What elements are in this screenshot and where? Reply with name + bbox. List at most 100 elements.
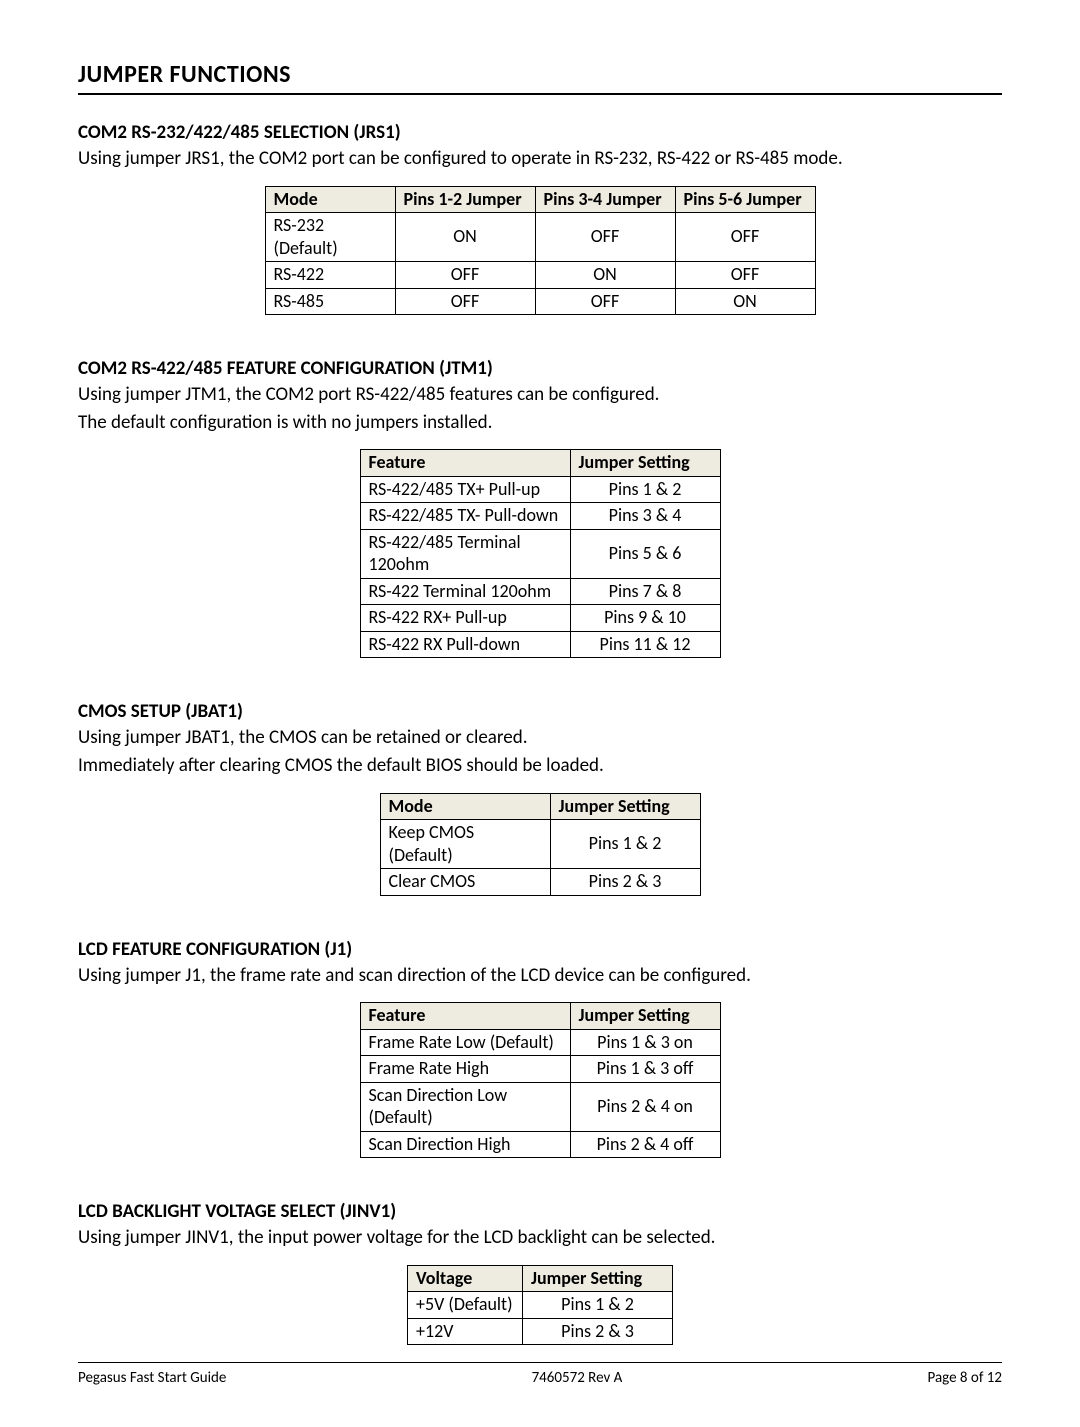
col-header: Pins 3-4 Jumper <box>535 186 675 213</box>
cell: RS-485 <box>265 288 395 315</box>
cell: RS-422 Terminal 120ohm <box>360 578 570 605</box>
footer-left: Pegasus Fast Start Guide <box>78 1369 226 1387</box>
cell: Pins 1 & 2 <box>570 476 720 503</box>
col-header: Voltage <box>408 1265 523 1292</box>
cell: Pins 1 & 3 on <box>570 1029 720 1056</box>
cell: RS-422/485 TX- Pull-down <box>360 503 570 530</box>
section-jinv1: LCD BACKLIGHT VOLTAGE SELECT (JINV1) Usi… <box>78 1200 1002 1345</box>
cell: OFF <box>675 262 815 289</box>
footer-right: Page 8 of 12 <box>928 1369 1002 1387</box>
table-header-row: Feature Jumper Setting <box>360 1003 720 1030</box>
page-footer: Pegasus Fast Start Guide 7460572 Rev A P… <box>78 1362 1002 1387</box>
cell: Scan Direction Low (Default) <box>360 1082 570 1131</box>
table-row: Clear CMOSPins 2 & 3 <box>380 869 700 896</box>
cell: RS-422/485 Terminal 120ohm <box>360 529 570 578</box>
page: JUMPER FUNCTIONS COM2 RS-232/422/485 SEL… <box>0 0 1080 1427</box>
col-header: Jumper Setting <box>523 1265 673 1292</box>
section-body: Immediately after clearing CMOS the defa… <box>78 753 1002 779</box>
cell: OFF <box>535 288 675 315</box>
table-header-row: Mode Pins 1-2 Jumper Pins 3-4 Jumper Pin… <box>265 186 815 213</box>
table-row: Scan Direction Low (Default)Pins 2 & 4 o… <box>360 1082 720 1131</box>
cell: Pins 2 & 3 <box>523 1318 673 1345</box>
table-header-row: Mode Jumper Setting <box>380 793 700 820</box>
table-row: RS-422/485 Terminal 120ohmPins 5 & 6 <box>360 529 720 578</box>
table-row: RS-485 OFF OFF ON <box>265 288 815 315</box>
col-header: Feature <box>360 1003 570 1030</box>
section-body: Using jumper J1, the frame rate and scan… <box>78 963 1002 989</box>
section-body: The default configuration is with no jum… <box>78 410 1002 436</box>
table-row: RS-422 Terminal 120ohmPins 7 & 8 <box>360 578 720 605</box>
cell: Pins 1 & 3 off <box>570 1056 720 1083</box>
footer-center: 7460572 Rev A <box>532 1369 623 1387</box>
col-header: Jumper Setting <box>570 450 720 477</box>
table-jrs1: Mode Pins 1-2 Jumper Pins 3-4 Jumper Pin… <box>265 186 816 316</box>
col-header: Mode <box>265 186 395 213</box>
section-j1: LCD FEATURE CONFIGURATION (J1) Using jum… <box>78 938 1002 1159</box>
section-body: Using jumper JBAT1, the CMOS can be reta… <box>78 725 1002 751</box>
cell: RS-232 (Default) <box>265 213 395 262</box>
table-header-row: Feature Jumper Setting <box>360 450 720 477</box>
section-title: CMOS SETUP (JBAT1) <box>78 700 1002 723</box>
section-jtm1: COM2 RS-422/485 FEATURE CONFIGURATION (J… <box>78 357 1002 658</box>
table-header-row: Voltage Jumper Setting <box>408 1265 673 1292</box>
table-row: RS-232 (Default) ON OFF OFF <box>265 213 815 262</box>
cell: OFF <box>395 288 535 315</box>
col-header: Jumper Setting <box>570 1003 720 1030</box>
table-row: Frame Rate Low (Default)Pins 1 & 3 on <box>360 1029 720 1056</box>
table-row: Keep CMOS (Default)Pins 1 & 2 <box>380 820 700 869</box>
cell: OFF <box>535 213 675 262</box>
cell: Pins 11 & 12 <box>570 631 720 658</box>
section-title: LCD BACKLIGHT VOLTAGE SELECT (JINV1) <box>78 1200 1002 1223</box>
col-header: Feature <box>360 450 570 477</box>
cell: Pins 9 & 10 <box>570 605 720 632</box>
section-jbat1: CMOS SETUP (JBAT1) Using jumper JBAT1, t… <box>78 700 1002 895</box>
cell: Pins 2 & 4 off <box>570 1131 720 1158</box>
col-header: Jumper Setting <box>550 793 700 820</box>
cell: OFF <box>675 213 815 262</box>
cell: OFF <box>395 262 535 289</box>
cell: Frame Rate Low (Default) <box>360 1029 570 1056</box>
cell: RS-422 <box>265 262 395 289</box>
cell: Pins 2 & 4 on <box>570 1082 720 1131</box>
cell: Scan Direction High <box>360 1131 570 1158</box>
table-row: RS-422/485 TX+ Pull-upPins 1 & 2 <box>360 476 720 503</box>
table-row: RS-422/485 TX- Pull-downPins 3 & 4 <box>360 503 720 530</box>
section-title: LCD FEATURE CONFIGURATION (J1) <box>78 938 1002 961</box>
section-jrs1: COM2 RS-232/422/485 SELECTION (JRS1) Usi… <box>78 121 1002 315</box>
cell: Pins 3 & 4 <box>570 503 720 530</box>
section-title: COM2 RS-422/485 FEATURE CONFIGURATION (J… <box>78 357 1002 380</box>
cell: ON <box>675 288 815 315</box>
cell: Frame Rate High <box>360 1056 570 1083</box>
cell: Clear CMOS <box>380 869 550 896</box>
table-row: RS-422 OFF ON OFF <box>265 262 815 289</box>
section-body: Using jumper JTM1, the COM2 port RS-422/… <box>78 382 1002 408</box>
col-header: Pins 1-2 Jumper <box>395 186 535 213</box>
table-jinv1: Voltage Jumper Setting +5V (Default)Pins… <box>407 1265 673 1346</box>
cell: +5V (Default) <box>408 1292 523 1319</box>
table-j1: Feature Jumper Setting Frame Rate Low (D… <box>360 1002 721 1158</box>
col-header: Mode <box>380 793 550 820</box>
col-header: Pins 5-6 Jumper <box>675 186 815 213</box>
section-body: Using jumper JINV1, the input power volt… <box>78 1225 1002 1251</box>
cell: Pins 7 & 8 <box>570 578 720 605</box>
cell: Keep CMOS (Default) <box>380 820 550 869</box>
table-jbat1: Mode Jumper Setting Keep CMOS (Default)P… <box>380 793 701 896</box>
section-body: Using jumper JRS1, the COM2 port can be … <box>78 146 1002 172</box>
page-heading: JUMPER FUNCTIONS <box>78 60 1002 95</box>
table-row: +12VPins 2 & 3 <box>408 1318 673 1345</box>
cell: Pins 1 & 2 <box>550 820 700 869</box>
cell: Pins 2 & 3 <box>550 869 700 896</box>
table-row: RS-422 RX+ Pull-upPins 9 & 10 <box>360 605 720 632</box>
cell: Pins 5 & 6 <box>570 529 720 578</box>
section-title: COM2 RS-232/422/485 SELECTION (JRS1) <box>78 121 1002 144</box>
cell: +12V <box>408 1318 523 1345</box>
cell: RS-422/485 TX+ Pull-up <box>360 476 570 503</box>
cell: RS-422 RX Pull-down <box>360 631 570 658</box>
table-row: RS-422 RX Pull-downPins 11 & 12 <box>360 631 720 658</box>
table-row: +5V (Default)Pins 1 & 2 <box>408 1292 673 1319</box>
cell: Pins 1 & 2 <box>523 1292 673 1319</box>
cell: ON <box>395 213 535 262</box>
table-row: Scan Direction HighPins 2 & 4 off <box>360 1131 720 1158</box>
table-row: Frame Rate HighPins 1 & 3 off <box>360 1056 720 1083</box>
cell: RS-422 RX+ Pull-up <box>360 605 570 632</box>
